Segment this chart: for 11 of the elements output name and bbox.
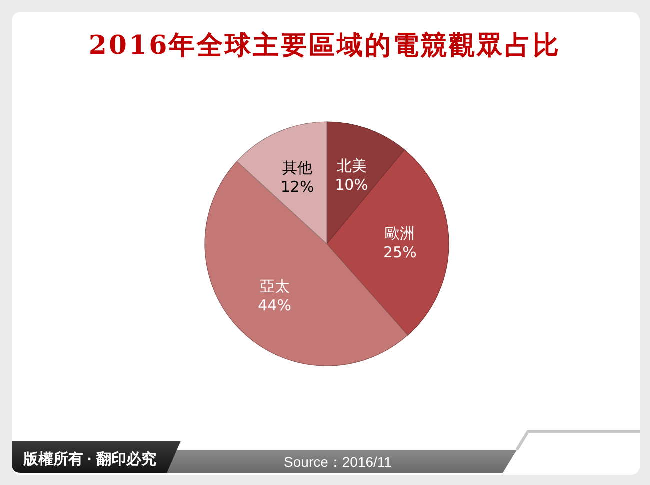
value-label: 10% <box>335 176 368 194</box>
annotation: 版權所有 · 翻印必究 <box>23 451 157 468</box>
value-label: 25% <box>384 244 417 262</box>
slice-label: 北美 <box>336 157 367 176</box>
slice-label: 亞太 <box>260 277 290 296</box>
value-label: 12% <box>280 178 314 196</box>
slice-label: 歐洲 <box>385 224 416 243</box>
value-label: 44% <box>258 296 292 314</box>
annotation: Source：2016/11 <box>284 454 392 470</box>
slice-label: 其他 <box>282 159 313 177</box>
title: 2016年全球主要區域的電競觀眾占比 <box>88 31 562 61</box>
